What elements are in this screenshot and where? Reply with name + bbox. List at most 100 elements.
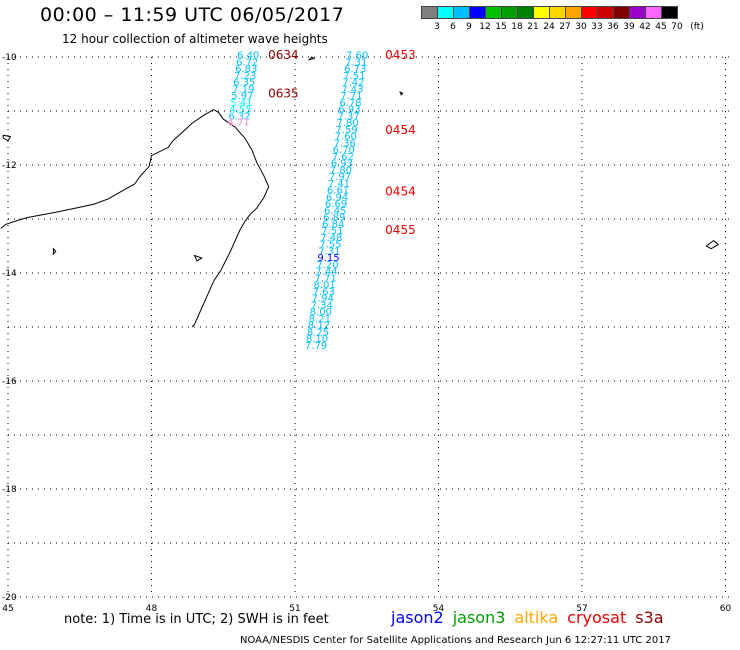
pass-time-label: 0455 [385,223,416,237]
swh-value-label: 8.10 [306,334,328,345]
swh-value-label: 8.21 [309,314,331,325]
swh-value-label: 7.71 [314,273,336,284]
swh-value-label: 7.63 [313,287,335,298]
altimeter-tracks: 6.406.726.837.236.357.195.975.414.556.32… [227,48,415,352]
satellite-label-cryosat: cryosat [567,608,627,627]
legend-unit: (ft) [690,22,704,32]
swh-value-label: 5.41 [230,98,252,109]
swh-value-label: 6.78 [339,98,361,109]
swh-value-label: 9.15 [317,253,339,264]
swh-value-label: 7.80 [336,118,358,129]
swh-value-label: 6.61 [327,186,349,197]
swh-value-label: 6.69 [325,199,347,210]
legend-swatch [661,6,678,19]
swh-value-label: 7.62 [332,152,354,163]
legend-level-label: 45 [655,22,667,32]
swh-value-label: 7.60 [335,132,357,143]
coastline-east [191,109,270,328]
swh-value-label: 7.55 [319,240,341,251]
legend-level-label: 36 [607,22,619,32]
pass-time-label: 0454 [385,123,416,137]
legend-level-label: 39 [623,22,635,32]
swh-value-label: 8.00 [310,307,332,318]
swh-value-label: 7.79 [305,341,327,352]
lon-tick-label: 48 [146,604,158,614]
swh-value-label: 6.32 [228,111,250,122]
swh-value-label: 7.42 [342,78,364,89]
swh-value-label: 7.43 [341,84,363,95]
pass-time-label: 0454 [385,184,416,198]
legend-level-label: 21 [527,22,539,32]
legend-level-label: 30 [575,22,587,32]
color-scale-legend [421,6,678,19]
swh-value-label: 7.19 [232,84,254,95]
island-outline [2,134,12,142]
swh-value-label: 6.70 [333,145,355,156]
map-subtitle: 12 hour collection of altimeter wave hei… [62,32,328,46]
swh-value-label: 7.41 [328,179,350,190]
swh-value-label: 7.51 [321,226,343,237]
legend-level-label: 12 [479,22,491,32]
lon-tick-label: 51 [289,604,300,614]
lat-tick-label: -12 [2,161,17,171]
satellite-legend: jason2 jason3 altika cryosat s3a [391,608,673,627]
swh-value-label: 6.84 [322,219,344,230]
color-scale-labels: 3 6 9 12 15 18 21 24 27 30 33 36 39 42 45 70 (ft) [421,22,740,34]
legend-level-label: 27 [559,22,571,32]
lat-tick-label: -20 [2,593,17,603]
lat-tick-label: -16 [2,377,17,387]
swh-value-label: 7.97 [329,172,351,183]
lat-lon-grid [7,56,733,598]
swh-value-label: 7.80 [330,165,352,176]
swh-value-label: 6.93 [331,159,353,170]
swh-value-label: 7.44 [315,267,337,278]
swh-value-label: 7.20 [316,260,338,271]
swh-value-label: 7.37 [337,111,359,122]
island-outline [193,254,203,262]
coastline-west [0,109,214,229]
swh-value-label: 6.83 [235,64,257,75]
swh-value-label: 8.12 [308,321,330,332]
swh-value-label: 6.45 [324,206,346,217]
lon-tick-label: 45 [2,604,13,614]
swh-value-label: 7.23 [234,71,256,82]
axis-tick-labels: 45 48 51 54 57 60 -10 -12 -14 -16 -18 -20 [2,53,731,614]
swh-value-label: 7.60 [346,51,368,62]
lat-tick-label: -10 [2,53,17,63]
swh-value-label: 6.89 [323,213,345,224]
legend-level-label: 3 [434,22,440,32]
swh-value-label: 7.34 [311,300,333,311]
swh-value-label: 8.25 [307,327,329,338]
island-outline [52,247,57,256]
swh-value-label: 6.73 [344,64,366,75]
swh-value-label: 7.31 [345,57,367,68]
swh-value-label: 4.55 [229,105,251,116]
satellite-label-altika: altika [514,608,559,627]
legend-level-label: 33 [591,22,603,32]
lat-tick-label: -14 [2,269,17,279]
swh-value-label: 4.71 [227,117,249,128]
swh-value-label: 7.36 [334,138,356,149]
pass-time-label: 0453 [385,48,416,62]
swh-value-label: 7.71 [340,91,362,102]
island-outline [399,91,404,96]
legend-level-label: 9 [466,22,472,32]
swh-value-label: 7.94 [312,294,334,305]
lon-tick-label: 54 [433,604,445,614]
island-outline [307,56,316,61]
lon-tick-label: 57 [576,604,587,614]
island-outline [705,239,720,250]
satellite-label-s3a: s3a [635,608,664,627]
coastline [0,56,720,328]
lat-tick-label: -18 [2,485,17,495]
footnote: note: 1) Time is in UTC; 2) SWH is in fe… [64,612,329,627]
swh-value-label: 8.01 [314,280,336,291]
swh-value-label: 7.51 [343,71,365,82]
lon-tick-label: 60 [720,604,732,614]
pass-time-label: 0635 [268,86,299,100]
legend-level-label: 42 [639,22,651,32]
swh-value-label: 7.59 [336,125,358,136]
legend-level-label: 6 [450,22,456,32]
swh-value-label: 6.40 [237,51,259,62]
